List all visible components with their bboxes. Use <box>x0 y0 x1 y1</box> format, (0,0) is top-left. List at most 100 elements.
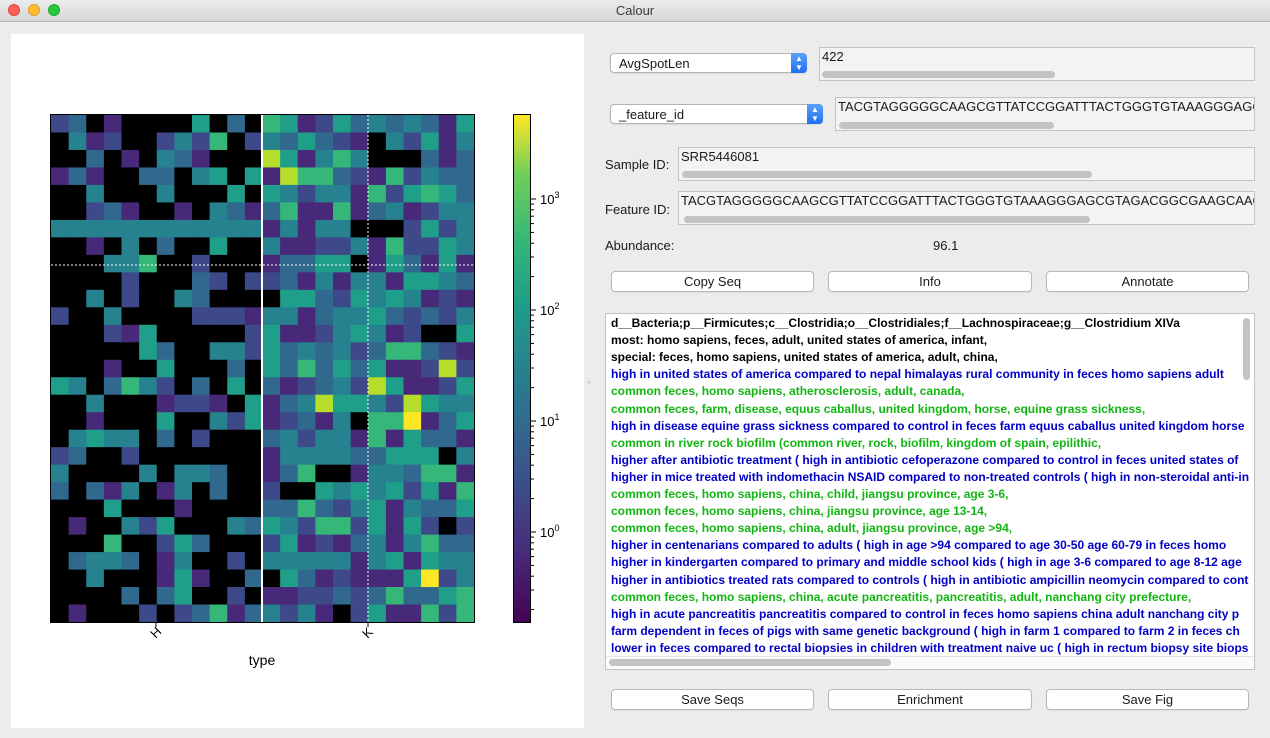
heatmap-cell[interactable] <box>51 254 70 273</box>
heatmap-cell[interactable] <box>139 307 158 326</box>
heatmap-cell[interactable] <box>121 167 140 186</box>
heatmap-cell[interactable] <box>209 289 228 308</box>
heatmap-cell[interactable] <box>350 237 369 256</box>
scrollbar[interactable] <box>682 171 1092 178</box>
heatmap-cell[interactable] <box>456 534 475 553</box>
heatmap-cell[interactable] <box>68 342 87 361</box>
heatmap-cell[interactable] <box>192 342 211 361</box>
heatmap-cell[interactable] <box>103 534 122 553</box>
heatmap-cell[interactable] <box>51 412 70 431</box>
heatmap-cell[interactable] <box>438 167 457 186</box>
heatmap-cell[interactable] <box>227 202 246 221</box>
scrollbar[interactable] <box>684 216 1090 223</box>
heatmap-cell[interactable] <box>86 569 105 588</box>
heatmap-cell[interactable] <box>297 517 316 535</box>
feature-field-dropdown[interactable]: _feature_id ▲ ▼ <box>610 104 823 124</box>
heatmap-cell[interactable] <box>121 289 140 308</box>
heatmap-cell[interactable] <box>280 552 299 570</box>
heatmap-cell[interactable] <box>438 359 457 378</box>
heatmap-cell[interactable] <box>368 149 387 168</box>
heatmap-cell[interactable] <box>192 115 211 133</box>
heatmap-cell[interactable] <box>192 569 211 588</box>
heatmap-cell[interactable] <box>315 184 334 203</box>
heatmap-cell[interactable] <box>174 237 193 256</box>
heatmap-cell[interactable] <box>51 569 70 588</box>
enrichment-button[interactable]: Enrichment <box>828 689 1032 710</box>
heatmap-grid[interactable] <box>51 115 475 623</box>
heatmap-cell[interactable] <box>350 552 369 570</box>
heatmap-cell[interactable] <box>192 377 211 396</box>
heatmap-cell[interactable] <box>174 447 193 466</box>
heatmap-cell[interactable] <box>403 237 422 256</box>
heatmap-cell[interactable] <box>421 272 440 291</box>
heatmap-cell[interactable] <box>51 499 70 518</box>
heatmap-cell[interactable] <box>227 394 246 413</box>
heatmap-cell[interactable] <box>350 149 369 168</box>
heatmap-cell[interactable] <box>156 394 175 413</box>
heatmap-cell[interactable] <box>227 342 246 361</box>
heatmap-cell[interactable] <box>403 184 422 203</box>
heatmap-cell[interactable] <box>350 377 369 396</box>
heatmap-cell[interactable] <box>192 517 211 535</box>
heatmap-cell[interactable] <box>403 377 422 396</box>
heatmap-cell[interactable] <box>385 289 404 308</box>
heatmap-cell[interactable] <box>174 464 193 483</box>
heatmap-cell[interactable] <box>438 377 457 396</box>
heatmap-cell[interactable] <box>121 237 140 256</box>
heatmap-cell[interactable] <box>103 272 122 291</box>
heatmap-cell[interactable] <box>368 359 387 378</box>
annotate-button[interactable]: Annotate <box>1046 271 1249 292</box>
heatmap-cell[interactable] <box>156 569 175 588</box>
heatmap-cell[interactable] <box>192 552 211 570</box>
heatmap-cell[interactable] <box>368 254 387 273</box>
heatmap-cell[interactable] <box>280 499 299 518</box>
heatmap-cell[interactable] <box>350 289 369 308</box>
heatmap-cell[interactable] <box>209 167 228 186</box>
heatmap-cell[interactable] <box>385 604 404 623</box>
heatmap-cell[interactable] <box>209 552 228 570</box>
heatmap-cell[interactable] <box>315 359 334 378</box>
heatmap-cell[interactable] <box>315 569 334 588</box>
heatmap-cell[interactable] <box>456 604 475 623</box>
heatmap-cell[interactable] <box>280 184 299 203</box>
heatmap-cell[interactable] <box>438 412 457 431</box>
heatmap-cell[interactable] <box>297 394 316 413</box>
heatmap-cell[interactable] <box>438 534 457 553</box>
heatmap-cell[interactable] <box>456 552 475 570</box>
heatmap-cell[interactable] <box>262 429 281 448</box>
heatmap-cell[interactable] <box>174 569 193 588</box>
heatmap-cell[interactable] <box>438 447 457 466</box>
heatmap-cell[interactable] <box>156 272 175 291</box>
heatmap-cell[interactable] <box>139 324 158 343</box>
heatmap-cell[interactable] <box>139 552 158 570</box>
heatmap-cell[interactable] <box>368 307 387 326</box>
heatmap-cell[interactable] <box>139 604 158 623</box>
heatmap-cell[interactable] <box>385 429 404 448</box>
annotation-item[interactable]: common feces, homo sapiens, china, acute… <box>611 589 1192 604</box>
heatmap-cell[interactable] <box>51 219 70 238</box>
save-fig-button[interactable]: Save Fig <box>1046 689 1249 710</box>
heatmap-cell[interactable] <box>68 184 87 203</box>
heatmap-cell[interactable] <box>385 254 404 273</box>
heatmap-cell[interactable] <box>262 534 281 553</box>
heatmap-cell[interactable] <box>280 202 299 221</box>
heatmap-cell[interactable] <box>403 429 422 448</box>
heatmap-cell[interactable] <box>315 587 334 605</box>
heatmap-cell[interactable] <box>244 289 263 308</box>
heatmap-cell[interactable] <box>174 412 193 431</box>
heatmap-cell[interactable] <box>438 237 457 256</box>
heatmap-cell[interactable] <box>51 342 70 361</box>
heatmap-cell[interactable] <box>209 412 228 431</box>
heatmap-cell[interactable] <box>262 289 281 308</box>
heatmap-cell[interactable] <box>121 464 140 483</box>
heatmap-cell[interactable] <box>297 184 316 203</box>
heatmap-cell[interactable] <box>385 517 404 535</box>
heatmap-cell[interactable] <box>385 307 404 326</box>
heatmap-cell[interactable] <box>86 342 105 361</box>
heatmap-cell[interactable] <box>192 587 211 605</box>
heatmap-cell[interactable] <box>156 254 175 273</box>
heatmap-cell[interactable] <box>262 499 281 518</box>
heatmap-cell[interactable] <box>280 429 299 448</box>
heatmap-cell[interactable] <box>421 219 440 238</box>
heatmap-cell[interactable] <box>456 482 475 501</box>
